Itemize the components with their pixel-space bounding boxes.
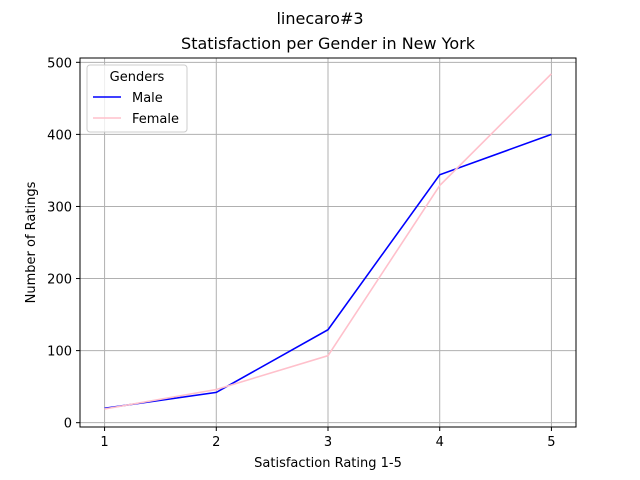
y-tick-label: 500	[47, 56, 72, 71]
legend-label-male: Male	[132, 91, 163, 106]
series-lines	[104, 73, 552, 410]
legend: Genders Male Female	[86, 64, 188, 133]
x-axis-label: Satisfaction Rating 1-5	[254, 456, 402, 471]
y-tick-label: 0	[64, 417, 72, 432]
y-tick-label: 300	[47, 200, 72, 215]
legend-box	[86, 64, 188, 133]
x-tick-label: 2	[212, 435, 220, 450]
y-tick-label: 100	[47, 345, 72, 360]
x-tick-label: 1	[100, 435, 108, 450]
x-tick-label: 4	[436, 435, 444, 450]
y-axis-label: Number of Ratings	[24, 181, 39, 303]
figure-title: linecaro#3	[276, 9, 363, 28]
series-line-female	[104, 73, 552, 410]
legend-title: Genders	[110, 70, 165, 85]
axis-ticks: 1 2 3 4 5 0 100 200 300 400 500	[47, 56, 555, 450]
y-tick-label: 200	[47, 273, 72, 288]
chart-title: Statisfaction per Gender in New York	[181, 34, 476, 53]
x-tick-label: 3	[324, 435, 332, 450]
y-tick-label: 400	[47, 128, 72, 143]
grid-lines	[80, 58, 576, 427]
series-line-male	[104, 133, 552, 410]
x-tick-label: 5	[547, 435, 555, 450]
legend-label-female: Female	[132, 112, 179, 127]
